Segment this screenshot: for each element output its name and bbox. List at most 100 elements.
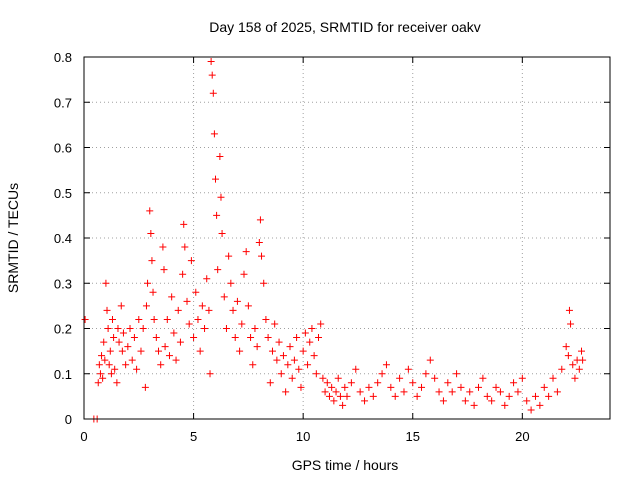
plot-frame: [83, 56, 611, 420]
y-tick-label: 0.5: [54, 186, 72, 201]
data-point: [304, 361, 312, 369]
data-point: [396, 374, 404, 382]
data-point: [185, 320, 193, 328]
data-point: [126, 325, 134, 332]
data-point: [567, 320, 575, 328]
data-point: [205, 306, 213, 314]
data-point: [113, 379, 121, 387]
data-point: [174, 306, 182, 314]
data-point: [108, 315, 116, 323]
data-point: [146, 207, 154, 215]
data-point: [308, 325, 316, 332]
data-point: [439, 397, 447, 405]
data-point: [251, 325, 259, 332]
data-point: [475, 383, 482, 391]
data-point: [457, 383, 465, 391]
data-point: [100, 338, 108, 346]
data-point: [347, 379, 355, 387]
data-point: [81, 315, 89, 323]
x-tick-label: 15: [406, 429, 420, 444]
data-point: [179, 270, 187, 278]
data-point: [426, 356, 434, 364]
data-point: [160, 266, 168, 274]
data-point: [569, 361, 577, 369]
data-point: [255, 239, 263, 247]
y-tick-label: 0.2: [54, 322, 72, 337]
data-point: [334, 374, 342, 382]
data-point: [400, 388, 408, 396]
data-point: [369, 392, 377, 400]
data-point: [258, 252, 266, 260]
data-point: [133, 365, 141, 373]
data-point: [575, 365, 583, 373]
data-point: [220, 293, 228, 301]
data-point: [310, 352, 318, 360]
y-tick-label: 0.3: [54, 276, 72, 291]
data-point: [253, 343, 261, 351]
data-point: [118, 347, 126, 355]
data-point: [119, 329, 127, 337]
data-point: [343, 392, 351, 400]
data-point: [137, 347, 145, 355]
data-point: [330, 397, 338, 405]
data-point: [102, 279, 110, 287]
data-point: [527, 406, 535, 414]
data-point: [266, 379, 274, 387]
data-point: [374, 379, 382, 387]
data-point: [312, 370, 320, 378]
data-point: [571, 374, 579, 382]
data-point: [94, 379, 102, 387]
data-point: [242, 248, 250, 256]
data-point: [106, 347, 114, 355]
data-point: [444, 379, 452, 387]
data-point: [514, 388, 522, 396]
data-point: [418, 383, 426, 391]
data-point: [356, 388, 364, 396]
data-point: [240, 270, 248, 278]
data-point: [273, 356, 281, 364]
data-point: [142, 302, 150, 310]
data-point: [306, 338, 314, 346]
data-point: [501, 401, 509, 409]
data-point: [115, 338, 123, 346]
data-point: [196, 347, 204, 355]
data-point: [135, 315, 143, 323]
data-point: [578, 347, 586, 355]
data-point: [461, 397, 469, 405]
y-tick-label: 0.6: [54, 141, 72, 156]
data-point: [107, 370, 115, 378]
data-point: [531, 392, 539, 400]
data-point: [216, 153, 224, 161]
data-point: [181, 243, 189, 251]
data-point: [492, 383, 500, 391]
grid: [84, 57, 610, 419]
y-axis-title: SRMTID / TECUs: [5, 183, 21, 293]
data-point: [249, 361, 257, 369]
data-point: [213, 211, 221, 219]
data-point: [110, 334, 118, 342]
data-point: [297, 383, 305, 391]
data-point: [144, 279, 152, 287]
x-tick-label: 0: [80, 429, 87, 444]
data-point: [579, 356, 587, 364]
data-point: [290, 356, 298, 364]
data-point: [256, 216, 264, 224]
data-point: [505, 392, 513, 400]
chart-title: Day 158 of 2025, SRMTID for receiver oak…: [209, 19, 481, 35]
data-point: [103, 306, 111, 314]
data-point: [332, 388, 340, 396]
data-point: [99, 374, 107, 382]
data-point: [279, 352, 287, 360]
data-point: [260, 279, 268, 287]
data-point: [378, 370, 386, 378]
axis-ticks: 0 0.1 0.2 0.3 0.4 0.5 0.6 0.7 0.8 0 5 10 15 20: [54, 50, 610, 444]
data-point: [352, 365, 360, 373]
data-point: [124, 343, 132, 351]
data-point: [161, 343, 169, 351]
data-point: [488, 397, 496, 405]
data-point: [565, 306, 573, 314]
data-point: [227, 279, 235, 287]
data-point: [168, 293, 176, 301]
data-point: [149, 288, 157, 296]
data-point: [141, 383, 149, 391]
